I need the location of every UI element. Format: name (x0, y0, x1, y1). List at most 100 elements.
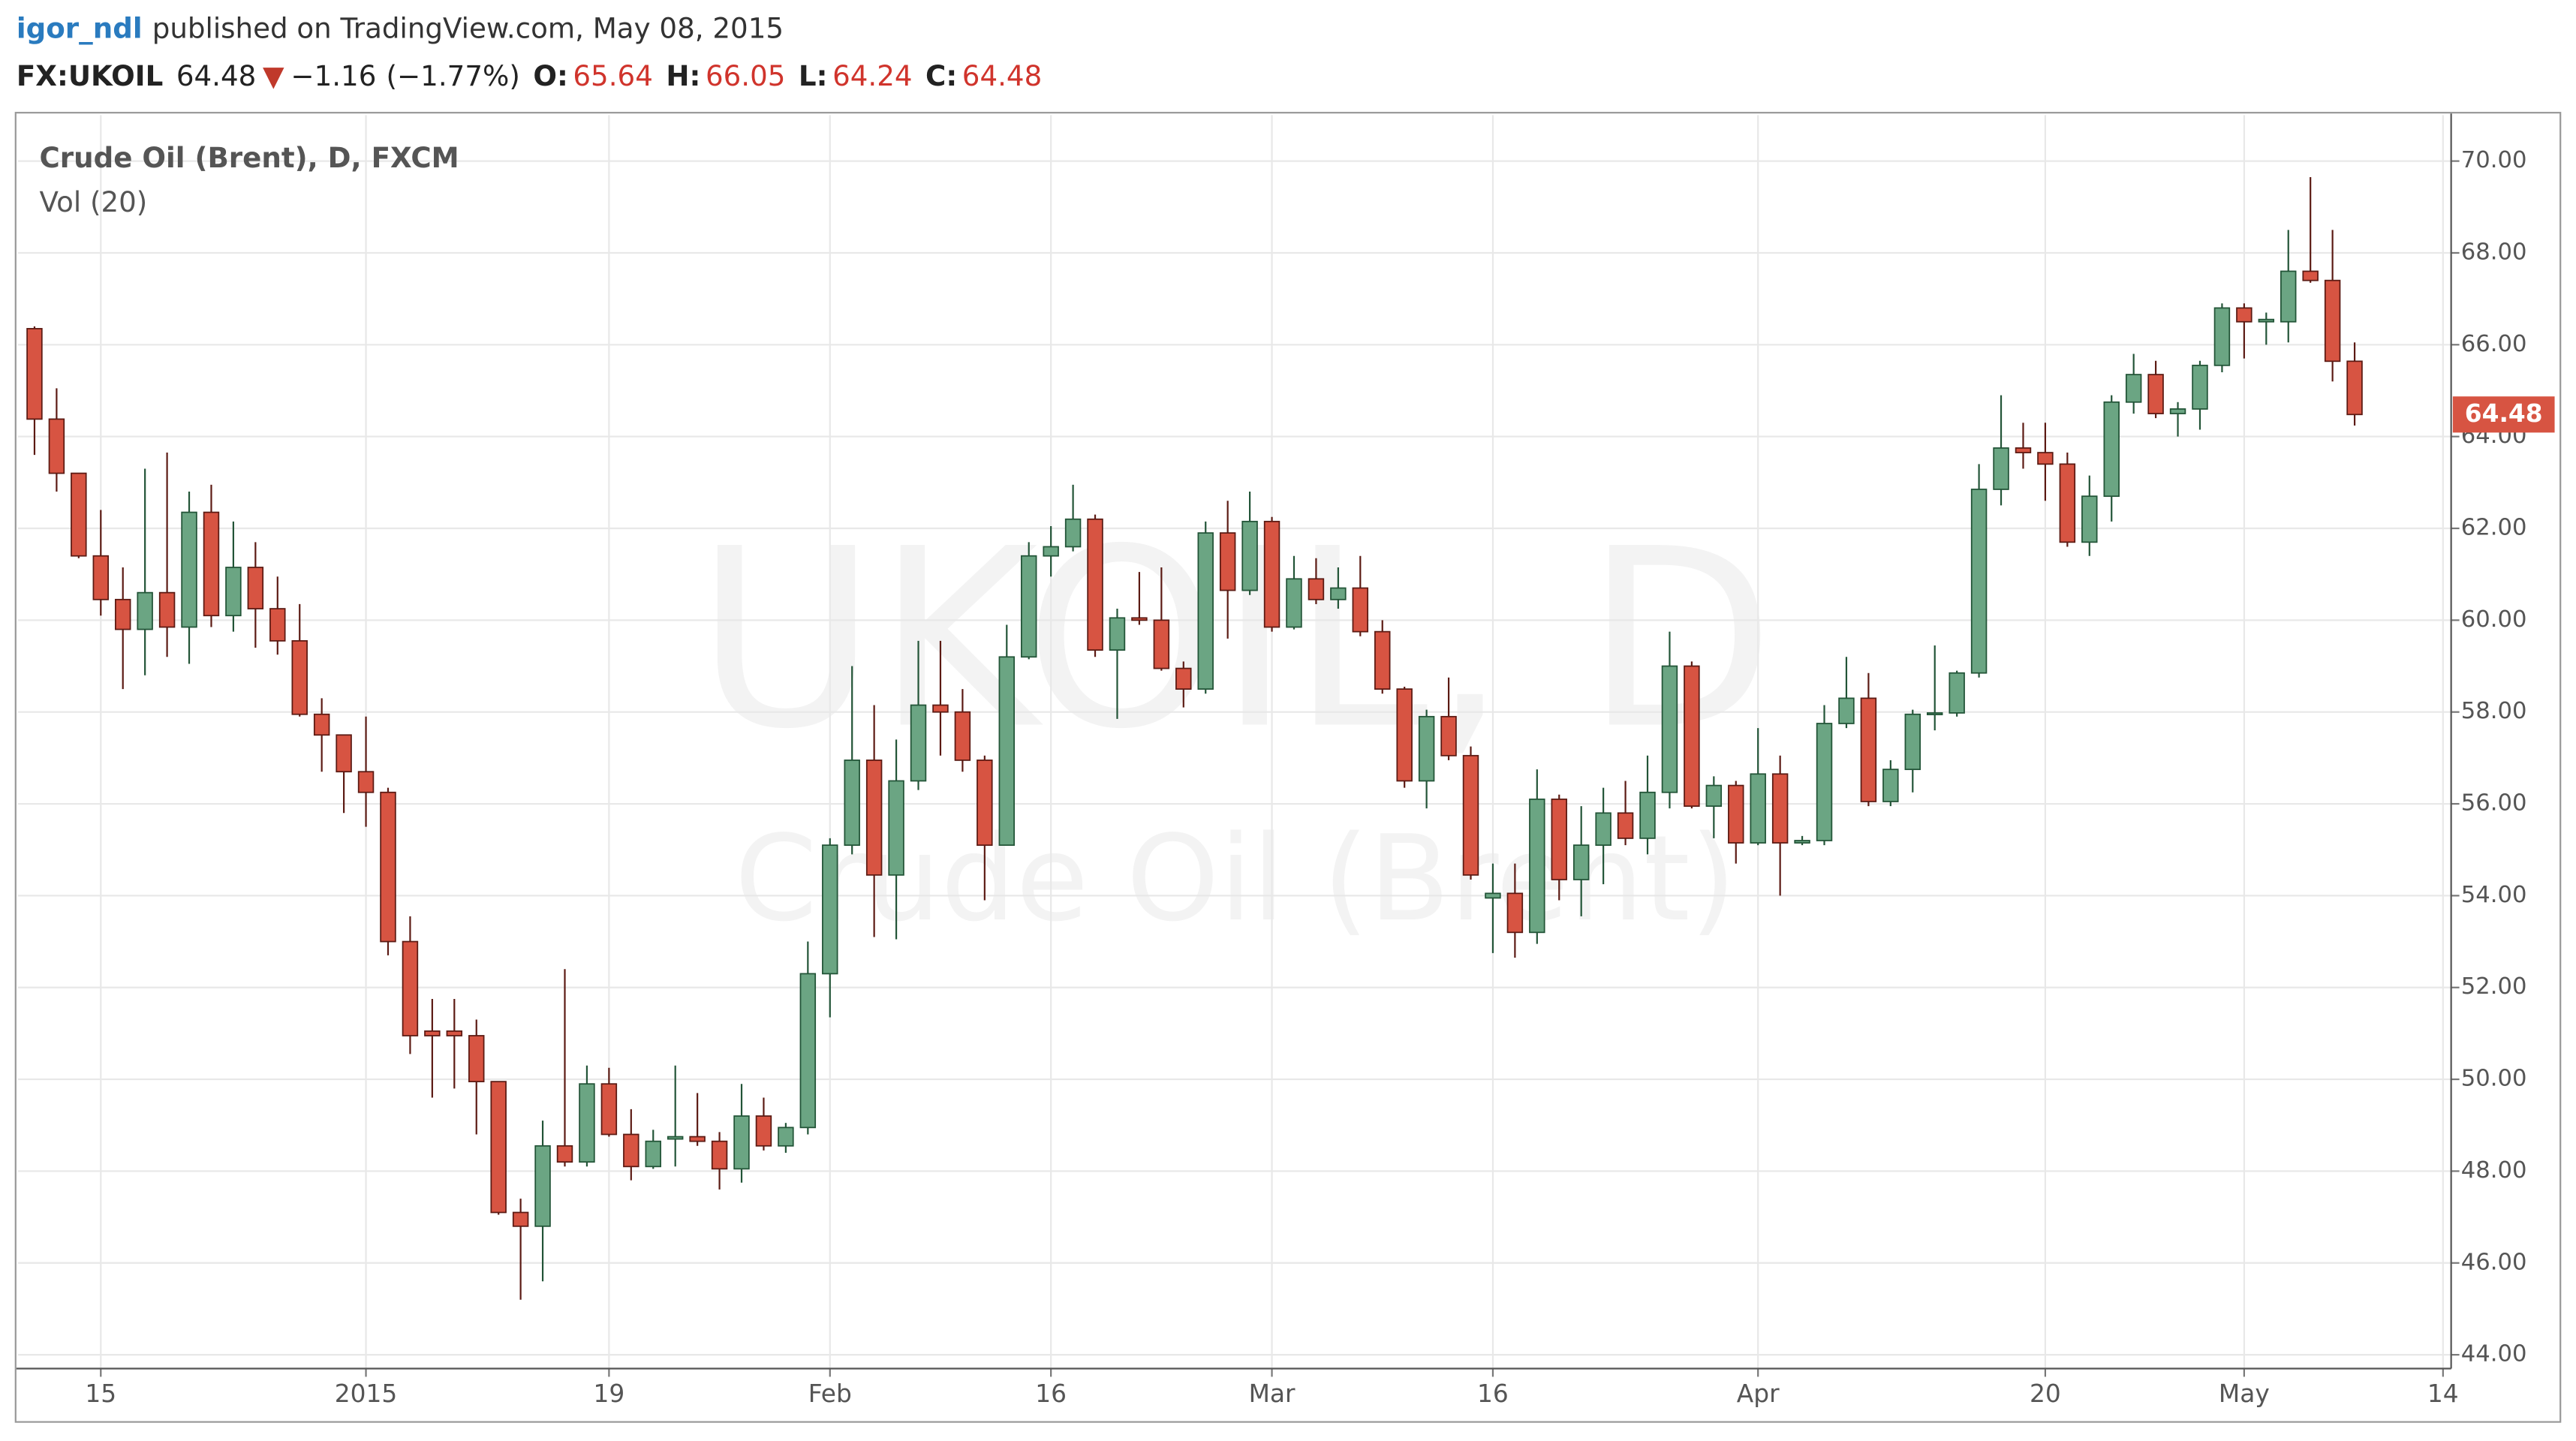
candle-body (1064, 518, 1082, 548)
candle-body (313, 713, 330, 736)
x-tick-label: May (2219, 1379, 2270, 1408)
candle-body (778, 1127, 794, 1147)
x-tick-label: 15 (85, 1379, 116, 1408)
candle-body (1175, 667, 1192, 690)
x-tick-label: Apr (1737, 1379, 1780, 1408)
candle-body (1197, 532, 1214, 690)
candle-body (48, 418, 65, 474)
candle-body (1705, 784, 1723, 807)
candle-body (623, 1133, 639, 1168)
last-price: 64.48 (176, 59, 256, 92)
candle-body (2346, 360, 2363, 416)
candle-body (977, 760, 993, 846)
candle-body (844, 760, 860, 846)
candle-body (402, 940, 419, 1036)
candle-body (2280, 270, 2297, 323)
candle-body (26, 328, 43, 420)
x-tick-label: 16 (1477, 1379, 1509, 1408)
y-tick-label: 46.00 (2461, 1249, 2527, 1275)
candle-body (1617, 812, 1634, 839)
candle-body (1396, 688, 1413, 782)
candle-body (1904, 713, 1921, 771)
y-tick-label: 54.00 (2461, 882, 2527, 908)
candle-body (1771, 773, 1789, 844)
y-tick-label: 58.00 (2461, 698, 2527, 724)
candle-body (1153, 619, 1170, 669)
candle-body (512, 1211, 529, 1227)
candle-body (579, 1083, 595, 1163)
candle-body (711, 1140, 728, 1170)
candle-body (380, 791, 396, 943)
candle-body (1639, 791, 1656, 839)
candle-body (1263, 520, 1280, 628)
candle-body (1506, 892, 1524, 934)
open-label: O: (533, 59, 567, 92)
y-tick-label: 70.00 (2461, 147, 2527, 173)
chart-title: Crude Oil (Brent), D, FXCM (40, 141, 459, 174)
candle-body (1219, 532, 1236, 591)
y-tick-label: 56.00 (2461, 790, 2527, 817)
open: 65.64 (573, 59, 652, 92)
candle-body (114, 598, 131, 630)
symbol: FX:UKOIL (17, 59, 163, 92)
author[interactable]: igor_ndl (17, 11, 143, 44)
candle-body (2147, 374, 2164, 414)
candle-body (1794, 840, 1810, 844)
candle-body (336, 734, 352, 773)
candle-body (2258, 318, 2275, 323)
candle-body (998, 656, 1016, 846)
candle-body (1131, 617, 1148, 621)
candle-body (1949, 672, 1965, 714)
candle-body (1418, 715, 1435, 782)
chart-frame (14, 112, 2562, 1423)
candle-body (689, 1136, 706, 1142)
candle-body (1308, 578, 1325, 600)
candle-body (1440, 715, 1457, 757)
candle-body (1838, 697, 1855, 724)
candle-body (534, 1145, 551, 1227)
close-label: C: (925, 59, 957, 92)
candle-body (1728, 784, 1744, 844)
down-arrow: ▼ (263, 59, 284, 92)
candle-body (1993, 447, 2009, 490)
candle-body (1684, 665, 1700, 807)
candle-body (2125, 374, 2142, 403)
candle-body (888, 780, 904, 876)
price-tag (2452, 396, 2555, 433)
candle-body (490, 1081, 507, 1214)
candle-body (1485, 892, 1501, 899)
y-tick-label: 44.00 (2461, 1341, 2527, 1367)
candle-body (247, 567, 264, 609)
candle-body (865, 760, 883, 876)
candle-body (291, 639, 308, 715)
candle-body (1462, 754, 1479, 876)
candle-body (468, 1035, 485, 1083)
candle-body (932, 704, 949, 713)
candle-body (92, 555, 110, 600)
y-tick-label: 48.00 (2461, 1157, 2527, 1184)
candle-body (203, 511, 220, 617)
candle-body (910, 704, 927, 782)
candle-body (2192, 364, 2208, 410)
candle-body (2324, 279, 2341, 363)
y-tick-label: 68.00 (2461, 239, 2527, 265)
candle-body (667, 1136, 684, 1140)
candle-body (225, 567, 242, 617)
candle-body (755, 1115, 772, 1147)
candle-body (1352, 587, 1369, 633)
symbol-line: FX:UKOIL 64.48 ▼ −1.16 (−1.77%) O: 65.64 H: 66.0… (17, 59, 1042, 92)
candle-body (2302, 270, 2319, 281)
publish-line: igor_ndl published on TradingView.com, Ma… (17, 11, 784, 44)
low: 64.24 (832, 59, 912, 92)
candle-body (1595, 812, 1612, 846)
candle-body (600, 1083, 618, 1136)
candle-body (1750, 773, 1766, 844)
y-tick-label: 60.00 (2461, 606, 2527, 633)
price-tag-label: 64.48 (2465, 399, 2543, 428)
candle-body (645, 1140, 661, 1168)
candle-body (1860, 697, 1877, 802)
change: −1.16 (290, 59, 376, 92)
y-tick-label: 66.00 (2461, 331, 2527, 357)
